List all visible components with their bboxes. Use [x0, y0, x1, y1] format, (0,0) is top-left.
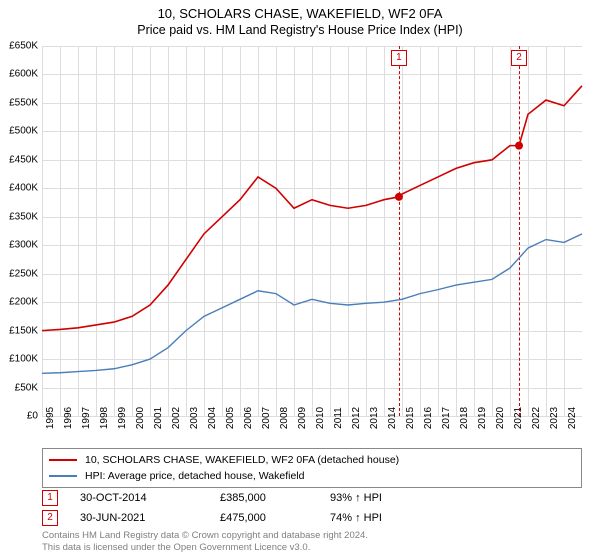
legend-item-property: 10, SCHOLARS CHASE, WAKEFIELD, WF2 0FA (…	[49, 452, 575, 468]
sale-pct: 93% ↑ HPI	[330, 492, 450, 504]
sale-marker-box: 2	[511, 50, 527, 66]
y-axis-label: £350K	[9, 211, 38, 222]
y-axis-label: £50K	[15, 382, 38, 393]
y-axis-label: £450K	[9, 154, 38, 165]
y-axis-label: £500K	[9, 126, 38, 137]
sale-price: £385,000	[220, 492, 330, 504]
sale-marker-box: 1	[391, 50, 407, 66]
series-line-hpi	[42, 234, 582, 373]
y-axis-label: £300K	[9, 240, 38, 251]
sale-row: 1 30-OCT-2014 £385,000 93% ↑ HPI	[42, 488, 582, 508]
sale-marker-dot	[515, 142, 523, 150]
line-plot	[42, 46, 582, 416]
subtitle: Price paid vs. HM Land Registry's House …	[0, 23, 600, 37]
sale-marker-dot	[395, 193, 403, 201]
footer-line1: Contains HM Land Registry data © Crown c…	[42, 530, 368, 542]
legend-label-hpi: HPI: Average price, detached house, Wake…	[85, 470, 304, 482]
sale-row: 2 30-JUN-2021 £475,000 74% ↑ HPI	[42, 508, 582, 528]
legend: 10, SCHOLARS CHASE, WAKEFIELD, WF2 0FA (…	[42, 448, 582, 488]
legend-swatch-property	[49, 459, 77, 461]
sale-date: 30-OCT-2014	[80, 492, 220, 504]
sale-pct: 74% ↑ HPI	[330, 512, 450, 524]
title-block: 10, SCHOLARS CHASE, WAKEFIELD, WF2 0FA P…	[0, 0, 600, 37]
series-line-property	[42, 86, 582, 331]
y-axis-label: £550K	[9, 97, 38, 108]
y-axis-label: £600K	[9, 69, 38, 80]
legend-label-property: 10, SCHOLARS CHASE, WAKEFIELD, WF2 0FA (…	[85, 454, 399, 466]
sale-date: 30-JUN-2021	[80, 512, 220, 524]
y-axis-label: £0	[27, 411, 38, 422]
y-axis-label: £200K	[9, 297, 38, 308]
y-axis-label: £100K	[9, 354, 38, 365]
legend-swatch-hpi	[49, 475, 77, 477]
y-axis-label: £250K	[9, 268, 38, 279]
y-axis-label: £400K	[9, 183, 38, 194]
y-axis-label: £150K	[9, 325, 38, 336]
sales-summary: 1 30-OCT-2014 £385,000 93% ↑ HPI 2 30-JU…	[42, 488, 582, 528]
legend-item-hpi: HPI: Average price, detached house, Wake…	[49, 468, 575, 484]
y-axis-label: £650K	[9, 41, 38, 52]
sale-index-box: 1	[42, 490, 58, 506]
chart-area: £0£50K£100K£150K£200K£250K£300K£350K£400…	[42, 46, 582, 416]
footer-line2: This data is licensed under the Open Gov…	[42, 542, 368, 554]
address-title: 10, SCHOLARS CHASE, WAKEFIELD, WF2 0FA	[0, 6, 600, 21]
sale-price: £475,000	[220, 512, 330, 524]
sale-index-box: 2	[42, 510, 58, 526]
footer-attribution: Contains HM Land Registry data © Crown c…	[42, 530, 368, 554]
chart-container: 10, SCHOLARS CHASE, WAKEFIELD, WF2 0FA P…	[0, 0, 600, 560]
